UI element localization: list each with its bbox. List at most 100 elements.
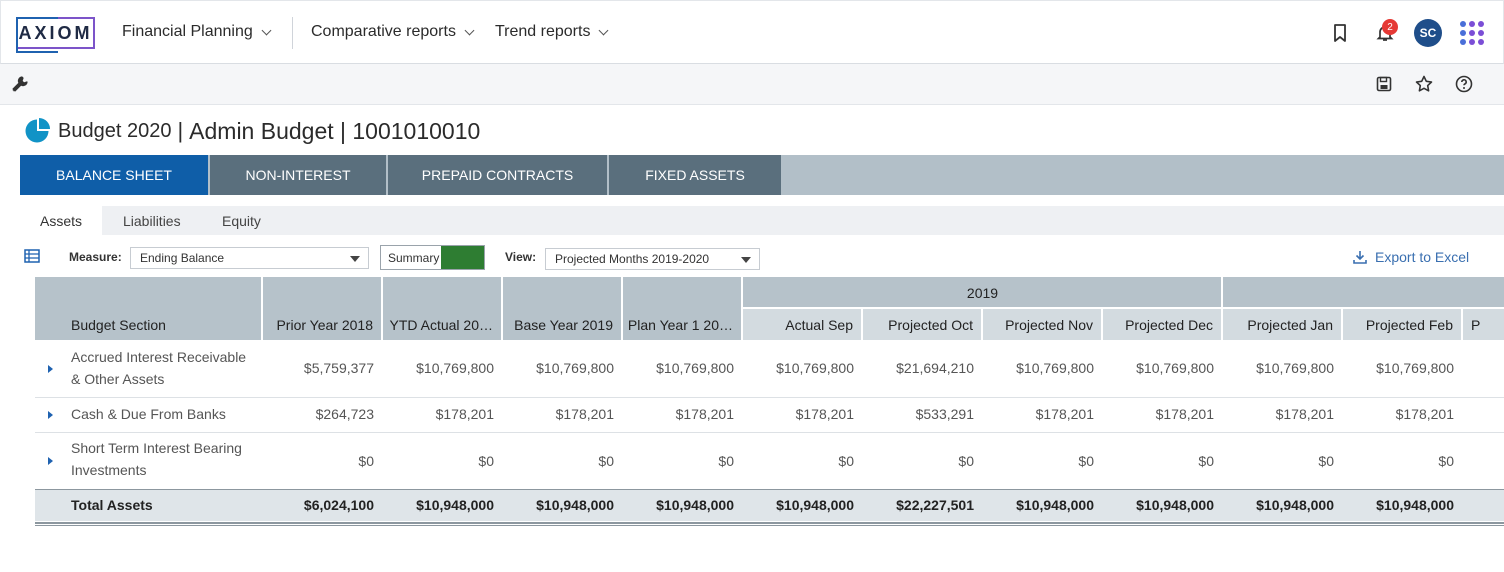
title-separator: | [177,118,184,143]
top-navigation-bar: AXIOM Financial Planning Comparative rep… [0,0,1504,64]
axiom-logo[interactable]: AXIOM [16,17,95,53]
col-header-projected-feb[interactable]: Projected Feb [1365,317,1453,333]
cell-value: $0 [478,453,494,469]
table-row[interactable]: Accrued Interest Receivable & Other Asse… [35,340,1504,398]
nav-trend-reports[interactable]: Trend reports [495,23,609,41]
help-icon[interactable] [1454,74,1474,94]
cell-value: $21,694,210 [896,360,974,376]
col-header-plan-year[interactable]: Plan Year 1 20… [627,317,733,333]
col-divider [621,277,623,340]
cell-value: $10,769,800 [1256,360,1334,376]
tab-balance-sheet[interactable]: BALANCE SHEET [20,155,208,195]
tab-fixed-assets[interactable]: FIXED ASSETS [609,155,781,195]
header-divider [743,307,1504,309]
caret-down-icon [350,256,360,262]
col-divider [501,277,503,340]
toolbar [0,64,1504,105]
col-header-ytd-actual[interactable]: YTD Actual 20… [389,317,494,333]
col-divider [1461,308,1463,340]
subtab-liabilities[interactable]: Liabilities [123,212,181,229]
col-header-prior-year[interactable]: Prior Year 2018 [276,317,373,333]
col-header-actual-sep[interactable]: Actual Sep [785,317,853,333]
cell-value: $178,201 [435,406,494,422]
cell-value: $178,201 [1275,406,1334,422]
caret-down-icon [741,257,751,263]
total-value: $10,948,000 [416,497,494,513]
avatar[interactable]: SC [1414,19,1442,47]
col-divider [1101,308,1103,340]
cell-value: $10,769,800 [776,360,854,376]
cell-value: $178,201 [1395,406,1454,422]
cell-value: $10,769,800 [1376,360,1454,376]
tab-prepaid-contracts[interactable]: PREPAID CONTRACTS [388,155,607,195]
total-label: Total Assets [71,497,153,513]
cell-value: $10,769,800 [1016,360,1094,376]
col-header-base-year[interactable]: Base Year 2019 [514,317,613,333]
measure-select[interactable]: Ending Balance [130,247,369,269]
cell-value: $0 [1198,453,1214,469]
view-select[interactable]: Projected Months 2019-2020 [545,248,760,270]
sub-tabs: Assets Liabilities Equity [20,206,1504,235]
cell-value: $264,723 [315,406,374,422]
col-header-projected-jan[interactable]: Projected Jan [1247,317,1333,333]
col-header-projected-dec[interactable]: Projected Dec [1125,317,1213,333]
chevron-down-icon [599,25,609,35]
total-row: Total Assets $6,024,100 $10,948,000 $10,… [35,489,1504,521]
nav-financial-planning[interactable]: Financial Planning [122,23,272,41]
total-value: $10,948,000 [1016,497,1094,513]
row-label: Accrued Interest Receivable & Other Asse… [71,349,247,387]
toggle-switch[interactable] [441,246,484,269]
total-value: $22,227,501 [896,497,974,513]
cell-value: $0 [1318,453,1334,469]
save-icon[interactable] [1374,74,1394,94]
total-value: $10,948,000 [656,497,734,513]
cell-value: $5,759,377 [303,360,374,376]
total-value: $6,024,100 [303,497,374,513]
cell-value: $0 [1438,453,1454,469]
expand-row-icon[interactable] [48,457,53,465]
summary-toggle[interactable]: Summary [380,245,485,270]
col-divider [1341,308,1343,340]
grid-settings-icon[interactable] [24,249,40,268]
col-header-projected-nov[interactable]: Projected Nov [1005,317,1093,333]
cell-value: $178,201 [675,406,734,422]
grid-subheader-band [743,308,1504,340]
wrench-icon[interactable] [10,74,30,94]
col-header-projected-oct[interactable]: Projected Oct [888,317,973,333]
nav-divider [292,17,293,49]
apps-grid-icon[interactable] [1460,21,1484,45]
subtab-equity[interactable]: Equity [222,212,261,229]
budget-name: Budget 2020 [58,119,172,142]
cell-value: $10,769,800 [416,360,494,376]
subtab-assets[interactable]: Assets [20,206,103,235]
nav-comparative-reports[interactable]: Comparative reports [311,23,475,41]
measure-label: Measure: [69,250,122,264]
total-value: $10,948,000 [536,497,614,513]
table-row[interactable]: Short Term Interest Bearing Investments … [35,433,1504,489]
chevron-down-icon [261,25,272,35]
budget-entity: Admin Budget | 1001010010 [189,117,481,144]
cell-value: $10,769,800 [1136,360,1214,376]
cell-value: $10,769,800 [656,360,734,376]
nav-trend-reports-label: Trend reports [495,23,591,40]
cell-value: $0 [1078,453,1094,469]
cell-value: $10,769,800 [536,360,614,376]
pie-chart-icon [25,118,50,143]
total-value: $10,948,000 [776,497,854,513]
star-icon[interactable] [1414,74,1434,94]
row-label: Cash & Due From Banks [71,406,226,422]
col-header-budget-section[interactable]: Budget Section [71,317,166,333]
tab-non-interest[interactable]: NON-INTEREST [210,155,386,195]
bookmark-icon[interactable] [1328,21,1352,45]
cell-value: $0 [958,453,974,469]
expand-row-icon[interactable] [48,365,53,373]
table-row[interactable]: Cash & Due From Banks $264,723 $178,201 … [35,398,1504,433]
total-value: $10,948,000 [1256,497,1334,513]
col-divider [1221,277,1223,340]
export-to-excel-button[interactable]: Export to Excel [1353,249,1469,265]
col-header-truncated[interactable]: P [1471,317,1481,333]
total-double-rule [35,522,1504,526]
expand-row-icon[interactable] [48,411,53,419]
total-value: $10,948,000 [1376,497,1454,513]
summary-label: Summary [388,251,440,265]
